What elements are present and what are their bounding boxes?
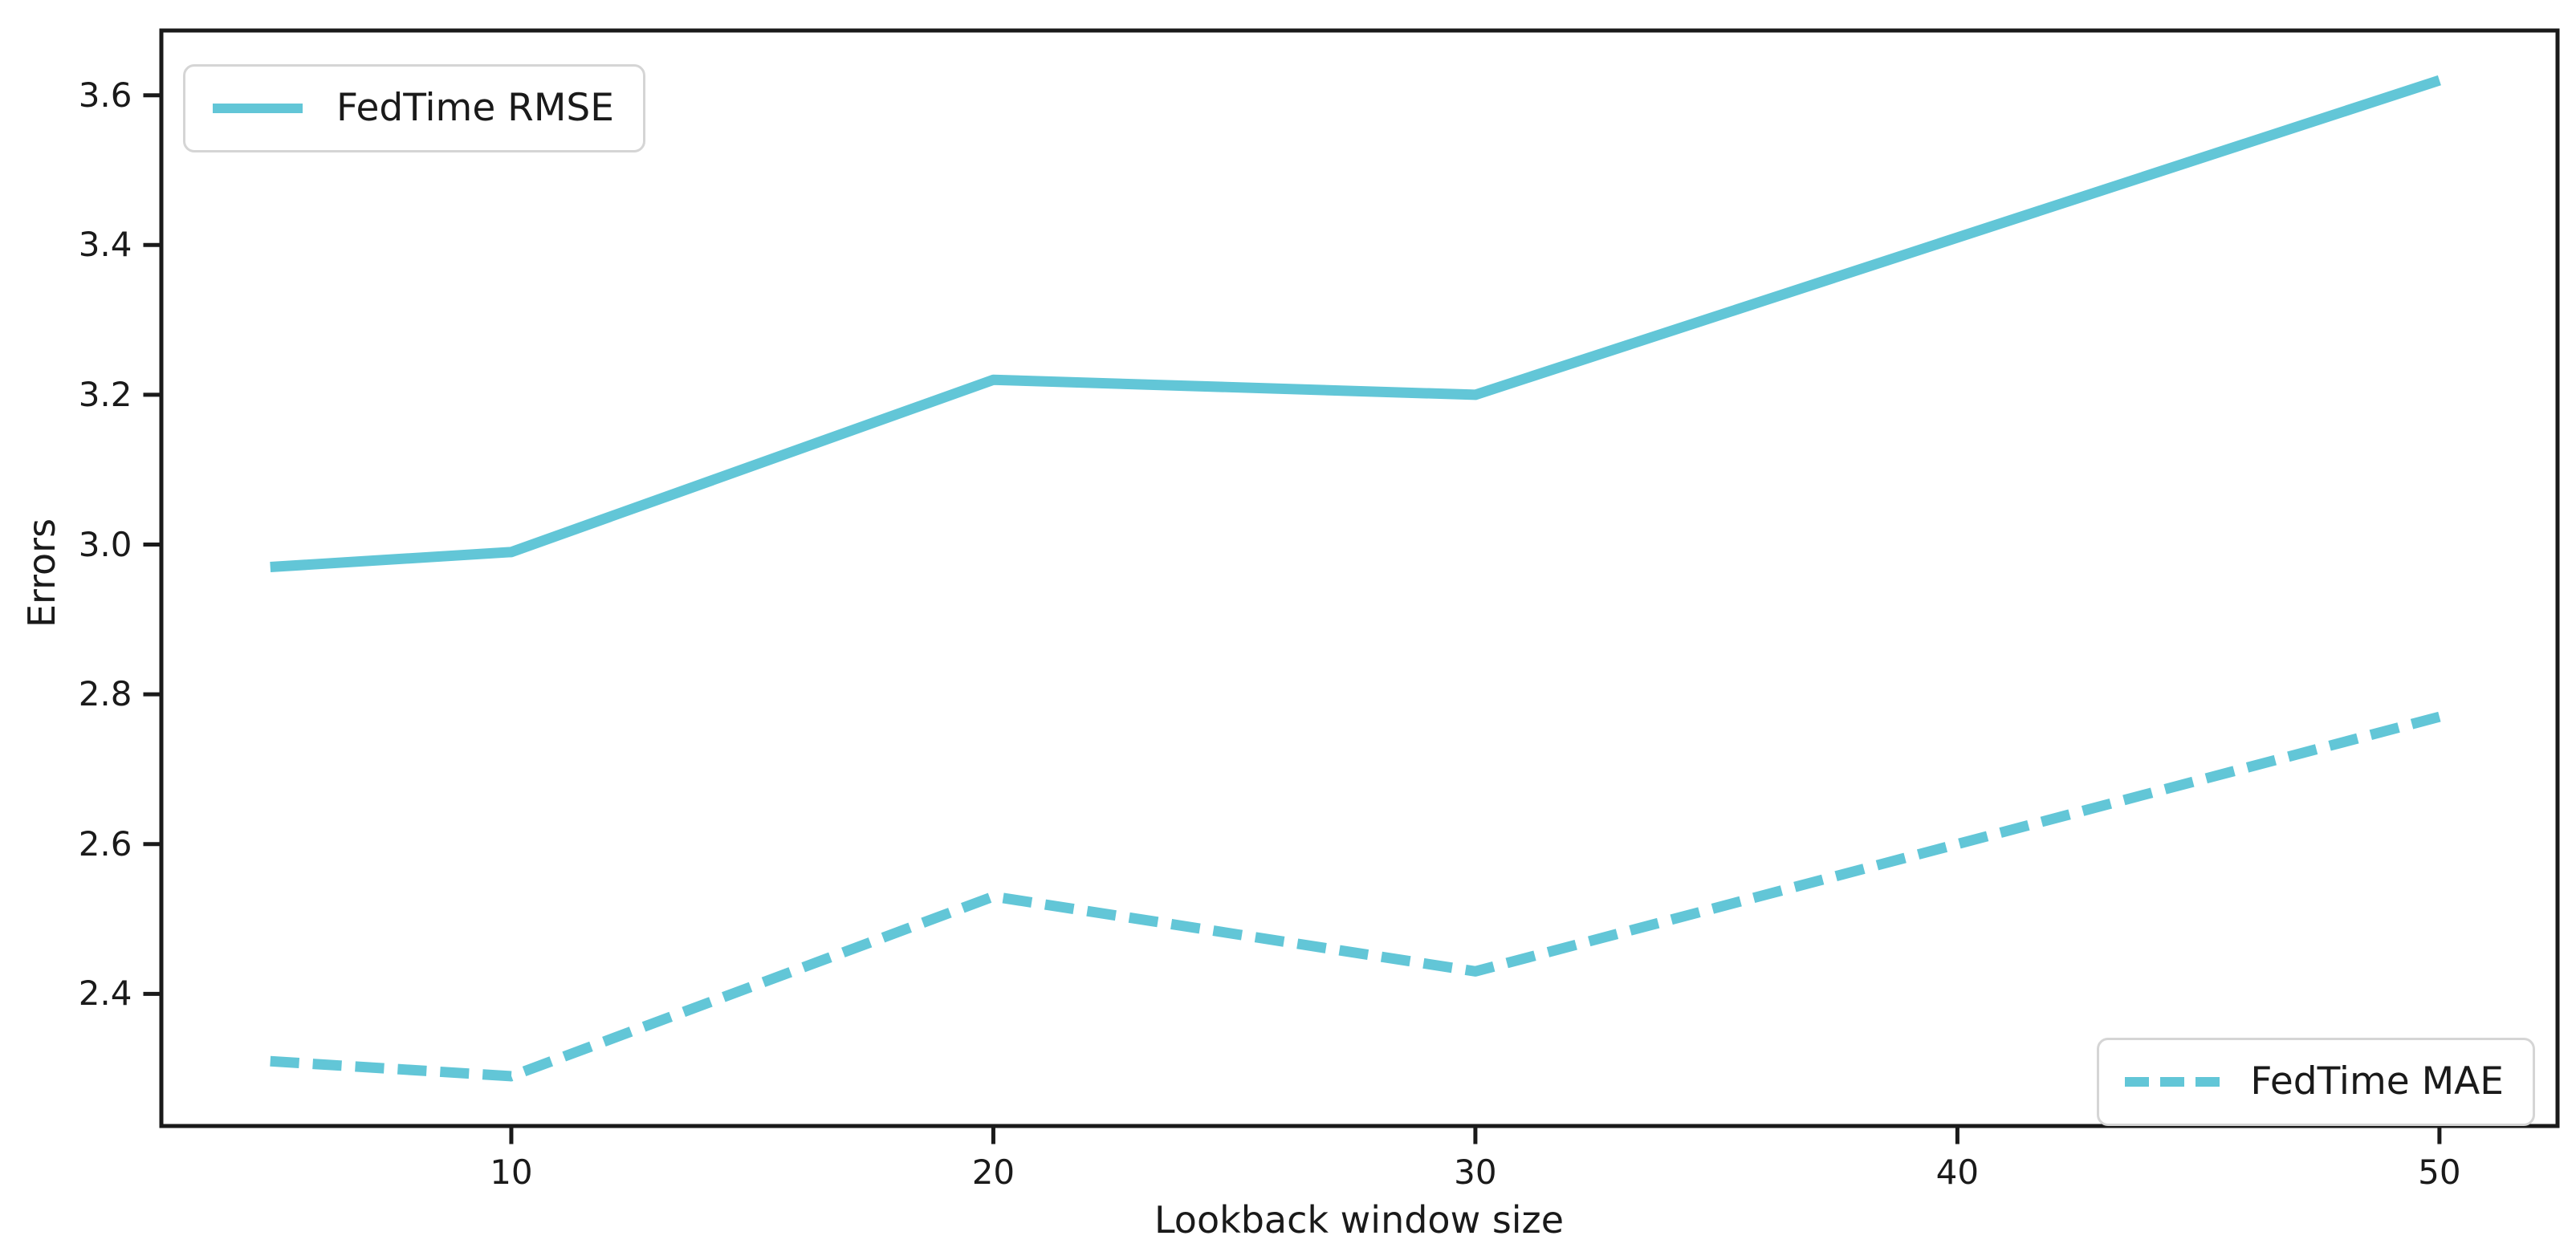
dashed-line-swatch-icon bbox=[2125, 1077, 2220, 1087]
x-tick-label: 20 bbox=[971, 1152, 1015, 1192]
y-tick-label: 3.6 bbox=[78, 75, 132, 115]
solid-line-swatch-icon bbox=[213, 103, 303, 113]
y-tick-label: 3.4 bbox=[78, 225, 132, 265]
y-tick-label: 2.8 bbox=[78, 674, 132, 714]
x-tick-label: 10 bbox=[490, 1152, 533, 1192]
legend-label-rmse: FedTime RMSE bbox=[336, 86, 614, 130]
y-tick-label: 3.0 bbox=[78, 524, 132, 564]
y-tick-label: 2.6 bbox=[78, 823, 132, 864]
legend-lower-right: FedTime MAE bbox=[2097, 1038, 2535, 1126]
x-tick-label: 30 bbox=[1454, 1152, 1497, 1192]
plot-spines bbox=[159, 28, 2560, 1128]
x-tick-label: 50 bbox=[2418, 1152, 2461, 1192]
legend-label-mae: FedTime MAE bbox=[2250, 1059, 2504, 1104]
mae-line bbox=[270, 711, 2441, 1082]
y-tick-label: 3.2 bbox=[78, 374, 132, 414]
y-tick-label: 2.4 bbox=[78, 974, 132, 1014]
legend-upper-left: FedTime RMSE bbox=[183, 64, 645, 152]
x-axis-label: Lookback window size bbox=[1154, 1198, 1565, 1242]
x-tick-label: 40 bbox=[1935, 1152, 1980, 1192]
rmse-line bbox=[270, 75, 2441, 572]
